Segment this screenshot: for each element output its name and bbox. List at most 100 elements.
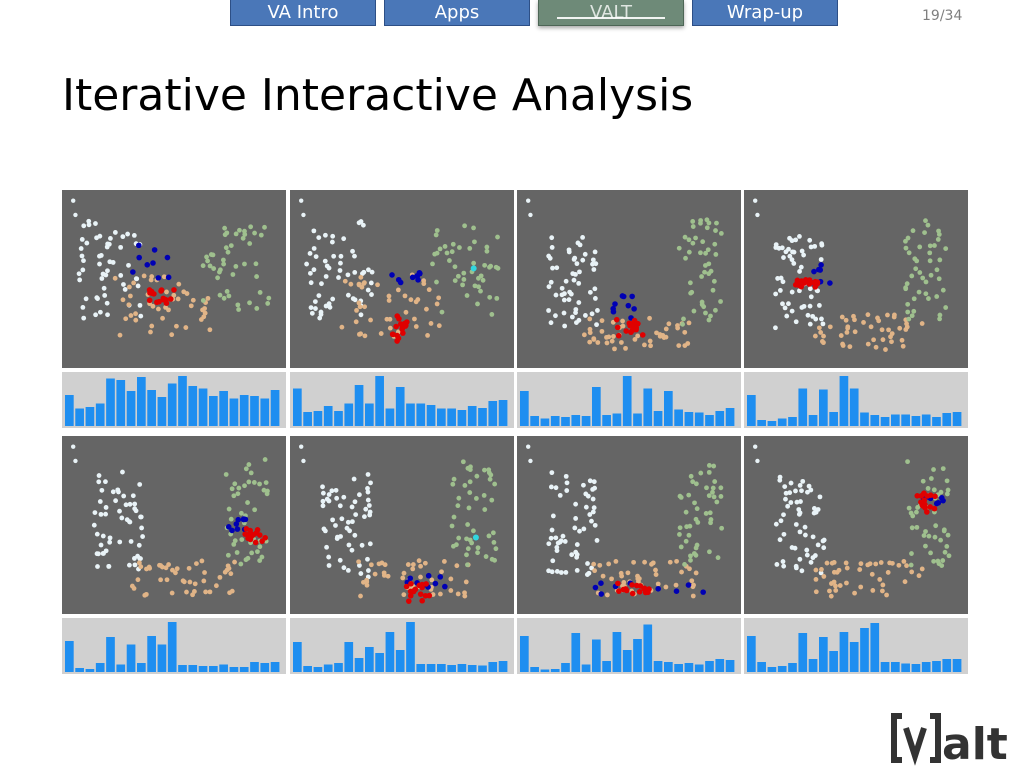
- data-point-orange: [663, 326, 669, 332]
- selected-point-blue: [598, 591, 605, 597]
- selected-point-blue: [397, 279, 404, 286]
- data-point-white: [110, 260, 116, 265]
- data-point-white: [113, 498, 119, 504]
- data-point-green: [489, 497, 495, 503]
- data-point-orange: [654, 330, 659, 336]
- data-point-green: [703, 310, 708, 316]
- data-point-white: [787, 235, 792, 241]
- data-point-white: [117, 508, 122, 514]
- data-point-white: [352, 253, 357, 259]
- data-point-green: [910, 228, 916, 234]
- histogram-bar: [126, 391, 136, 426]
- data-point-white: [345, 567, 351, 573]
- data-point-white: [590, 509, 596, 515]
- histogram-bar: [715, 411, 725, 426]
- data-point-white: [581, 482, 586, 488]
- data-point-orange: [650, 560, 656, 566]
- data-point-green: [455, 273, 461, 279]
- data-point-green: [482, 467, 487, 473]
- data-point-orange: [164, 289, 169, 295]
- histogram-bar: [219, 664, 228, 672]
- selected-point-red: [167, 296, 174, 302]
- data-point-white: [574, 554, 580, 560]
- highlight-point-cyan: [470, 265, 477, 272]
- data-point-orange: [436, 295, 442, 301]
- data-point-white: [80, 267, 86, 273]
- selected-point-red: [250, 532, 257, 538]
- data-point-white: [322, 258, 328, 264]
- histogram-bar: [633, 413, 642, 426]
- data-point-green: [903, 245, 909, 251]
- highlight-point-cyan: [472, 534, 479, 541]
- histogram-bar: [137, 663, 146, 672]
- data-point-white: [138, 514, 143, 520]
- data-point-white: [352, 532, 358, 538]
- data-point-orange: [916, 573, 922, 579]
- data-point-white: [307, 251, 313, 256]
- histogram-bar: [829, 651, 838, 672]
- data-point-white: [330, 517, 336, 523]
- data-point-white: [361, 269, 367, 275]
- data-point-green: [934, 267, 940, 273]
- tab-valt[interactable]: VALT: [538, 0, 684, 26]
- data-point-green: [683, 538, 689, 544]
- data-point-white: [105, 312, 110, 318]
- histogram-bar: [178, 376, 187, 426]
- data-point-white: [97, 499, 103, 504]
- selected-point-red: [921, 497, 928, 504]
- data-point-orange: [844, 565, 850, 571]
- histogram-bar: [664, 662, 673, 672]
- data-point-green: [482, 262, 488, 268]
- data-point-white: [573, 516, 579, 521]
- data-point-white: [583, 491, 589, 497]
- data-point-white: [362, 514, 367, 520]
- data-point-green: [678, 544, 684, 550]
- data-point-orange: [870, 588, 876, 593]
- data-point-green: [934, 294, 940, 299]
- data-point-green: [691, 308, 697, 314]
- data-point-white: [794, 499, 800, 505]
- data-point-white: [126, 519, 132, 525]
- data-point-orange: [448, 588, 454, 593]
- data-point-white: [574, 261, 580, 267]
- data-point-white: [122, 287, 128, 292]
- data-point-green: [474, 473, 480, 479]
- data-point-white: [127, 501, 133, 507]
- data-point-orange: [173, 570, 178, 576]
- data-point-green: [713, 228, 718, 233]
- data-point-white: [104, 300, 110, 306]
- data-point-green: [456, 495, 462, 501]
- data-point-green: [252, 507, 258, 513]
- data-point-white: [95, 564, 100, 569]
- data-point-orange: [600, 573, 606, 579]
- data-point-white: [311, 267, 317, 273]
- data-point-green: [444, 250, 450, 256]
- histogram-bar: [674, 409, 683, 426]
- data-point-green: [706, 469, 712, 475]
- selected-point-red: [633, 582, 640, 589]
- histogram-bar: [65, 395, 74, 426]
- histogram-bar: [829, 412, 838, 426]
- data-point-orange: [604, 592, 610, 598]
- data-point-orange: [463, 579, 469, 585]
- data-point-white: [140, 534, 146, 539]
- histogram-bar: [416, 664, 426, 672]
- tab-wrap-up[interactable]: Wrap-up: [692, 0, 838, 26]
- data-point-orange: [813, 576, 819, 582]
- tab-apps[interactable]: Apps: [384, 0, 530, 26]
- tab-va-intro[interactable]: VA Intro: [230, 0, 376, 26]
- data-point-orange: [138, 564, 144, 570]
- data-point-orange: [647, 338, 653, 344]
- histogram-bar: [375, 376, 384, 426]
- data-point-white: [561, 297, 567, 303]
- data-point-white: [793, 488, 798, 494]
- data-point-green: [931, 558, 937, 564]
- data-point-white: [592, 296, 598, 301]
- data-point-orange: [217, 574, 223, 580]
- data-point-green: [903, 285, 909, 291]
- selected-point-red: [623, 587, 630, 594]
- selected-point-blue: [817, 267, 824, 273]
- data-point-green: [481, 493, 487, 498]
- selected-point-blue: [935, 499, 942, 506]
- data-point-green: [466, 505, 472, 511]
